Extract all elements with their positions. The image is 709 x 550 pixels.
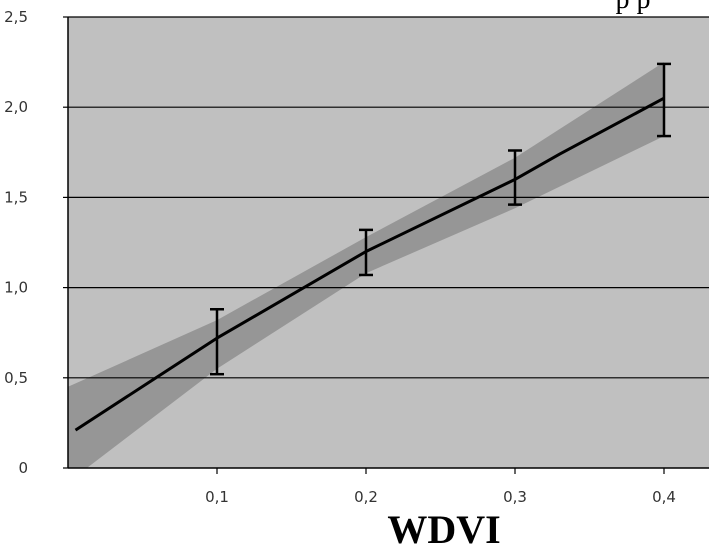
y-tick-label-1: 0,5 (4, 369, 28, 387)
y-tick-label-0: 0 (18, 459, 28, 477)
title-fragment: p p (616, 0, 651, 15)
y-tick-label-4: 2,0 (4, 98, 28, 116)
x-tick-label-1: 0,2 (354, 488, 378, 506)
x-tick-label-0: 0,1 (205, 488, 229, 506)
y-tick-label-2: 1,0 (4, 279, 28, 297)
y-tick-label-5: 2,5 (4, 8, 28, 26)
x-axis-label: WDVI (387, 507, 500, 545)
x-tick-label-2: 0,3 (503, 488, 527, 506)
x-tick-label-3: 0,4 (652, 488, 676, 506)
y-tick-label-3: 1,5 (4, 188, 28, 206)
